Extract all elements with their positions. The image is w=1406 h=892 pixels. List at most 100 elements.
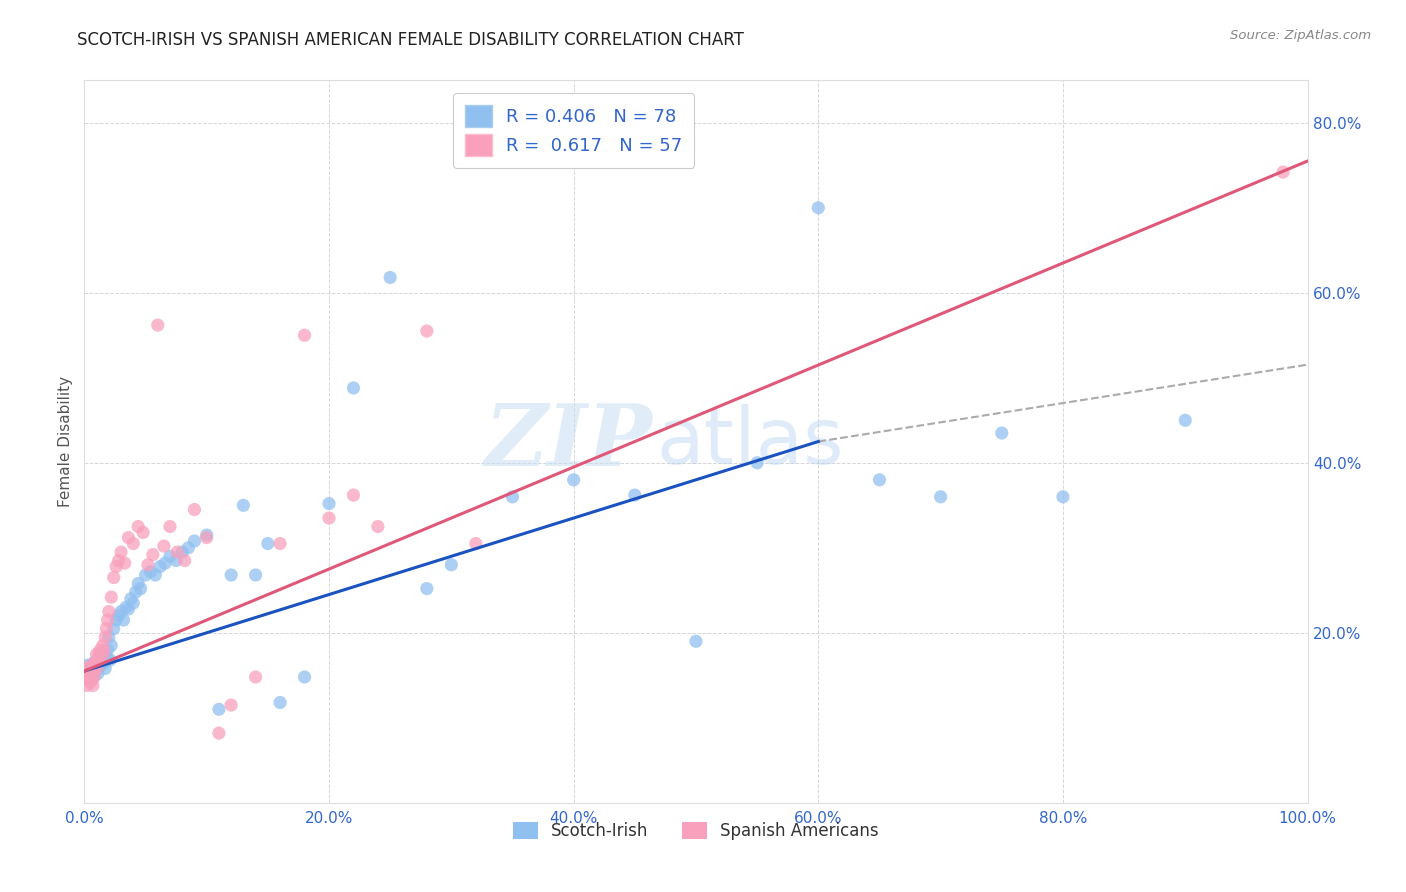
Point [219,698,242,712]
Point [342,488,364,502]
Point [125,585,148,599]
Point [440,558,463,572]
Point [416,582,439,596]
Point [177,541,200,555]
Point [96,649,118,664]
Point [172,545,194,559]
Point [86,653,108,667]
Point [562,473,585,487]
Point [83,670,105,684]
Point [79,675,101,690]
Point [367,519,389,533]
Point [77,658,100,673]
Point [166,545,188,559]
Point [318,497,340,511]
Point [1272,165,1295,179]
Point [129,582,152,596]
Point [84,656,107,670]
Point [79,666,101,681]
Point [195,528,218,542]
Point [112,613,135,627]
Point [105,559,128,574]
Point [87,666,110,681]
Point [94,630,117,644]
Point [76,678,98,692]
Point [294,670,316,684]
Point [269,536,291,550]
Text: Source: ZipAtlas.com: Source: ZipAtlas.com [1230,29,1371,42]
Point [747,456,769,470]
Point [77,661,100,675]
Point [153,556,176,570]
Point [380,270,402,285]
Point [183,533,205,548]
Point [97,613,120,627]
Point [79,670,101,684]
Point [136,558,159,572]
Point [77,668,100,682]
Point [83,661,105,675]
Point [76,670,98,684]
Point [342,381,364,395]
Point [110,605,132,619]
Point [153,539,176,553]
Point [294,328,316,343]
Point [100,590,122,604]
Point [98,653,121,667]
Point [89,642,111,657]
Point [159,549,181,564]
Point [91,644,114,658]
Point [1052,490,1074,504]
Point [94,661,117,675]
Point [82,664,104,678]
Point [146,318,169,332]
Point [82,670,104,684]
Point [502,490,524,504]
Point [127,576,149,591]
Point [869,473,891,487]
Point [110,545,132,559]
Point [103,570,125,584]
Point [97,642,120,657]
Point [132,525,155,540]
Point [991,425,1014,440]
Point [464,536,486,550]
Point [117,531,139,545]
Point [143,568,166,582]
Point [149,559,172,574]
Point [122,596,145,610]
Point [75,666,97,681]
Point [82,661,104,675]
Point [100,639,122,653]
Point [77,660,100,674]
Point [135,568,157,582]
Point [90,649,112,664]
Point [75,670,97,684]
Text: atlas: atlas [657,403,845,480]
Point [80,673,103,687]
Point [117,602,139,616]
Point [122,536,145,550]
Point [139,565,162,579]
Y-axis label: Female Disability: Female Disability [58,376,73,508]
Point [87,647,110,661]
Point [80,666,103,681]
Point [173,553,195,567]
Point [83,656,105,670]
Point [115,600,138,615]
Text: ZIP: ZIP [485,400,654,483]
Text: SCOTCH-IRISH VS SPANISH AMERICAN FEMALE DISABILITY CORRELATION CHART: SCOTCH-IRISH VS SPANISH AMERICAN FEMALE … [77,31,744,49]
Point [89,653,111,667]
Point [1174,413,1197,427]
Point [103,622,125,636]
Point [208,726,231,740]
Point [105,613,128,627]
Point [80,658,103,673]
Point [269,696,291,710]
Point [84,664,107,678]
Point [97,630,120,644]
Point [77,670,100,684]
Point [84,660,107,674]
Point [87,660,110,674]
Point [257,536,280,550]
